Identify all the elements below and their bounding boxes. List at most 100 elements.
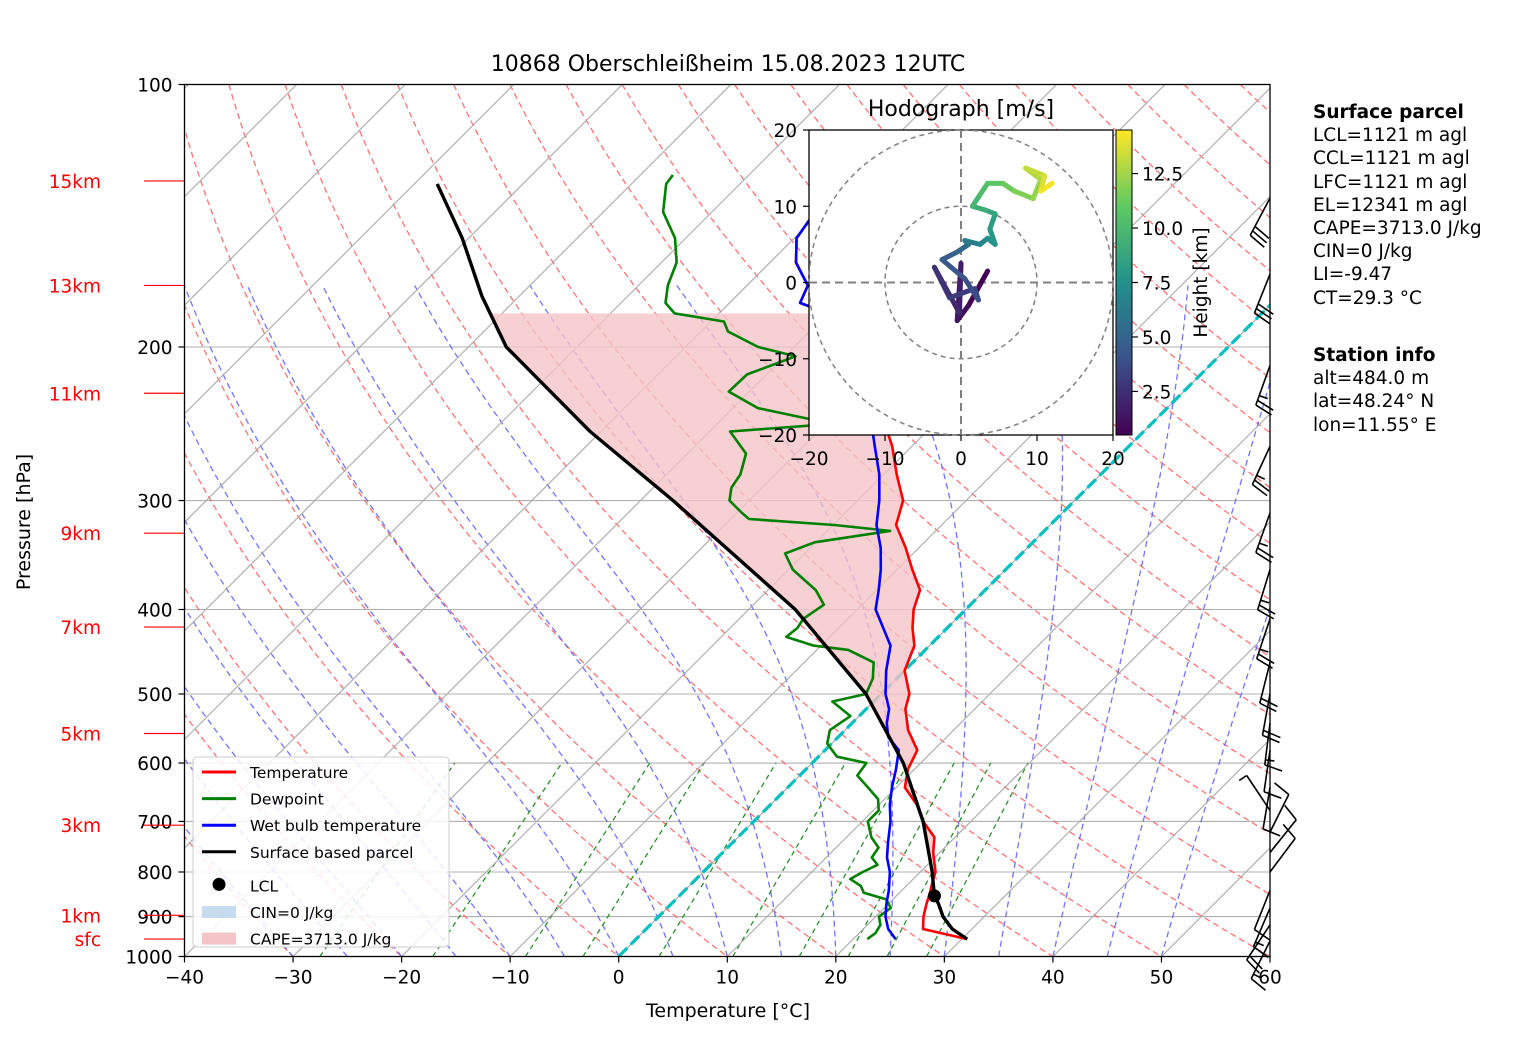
- barb-staff: [1255, 618, 1271, 659]
- barb-flag: [1254, 225, 1270, 239]
- surface-parcel-line: LCL=1121 m agl: [1313, 125, 1468, 147]
- barb-staff: [1246, 924, 1271, 961]
- legend-label: CIN=0 J/kg: [250, 904, 333, 922]
- height-label: 3km: [60, 816, 101, 837]
- x-tick-label: −20: [382, 968, 421, 989]
- mixing-ratio-line: [926, 762, 1029, 957]
- barb-half-flag: [1259, 648, 1269, 653]
- surface-parcel-panel: Surface parcel LCL=1121 m agl CCL=1121 m…: [1313, 101, 1482, 310]
- wind-barb: [1238, 774, 1271, 811]
- barb-staff: [1261, 693, 1271, 736]
- mixing-ratio-line: [582, 762, 705, 957]
- cape-shading: [490, 313, 935, 896]
- barb-flag: [1255, 404, 1272, 416]
- barb-staff: [1251, 446, 1271, 485]
- isotherm: [184, 84, 840, 741]
- wind-barb: [1253, 273, 1274, 325]
- barb-flag: [1257, 547, 1274, 559]
- y-tick-label: 1000: [125, 948, 172, 969]
- moist-adiabat: [184, 285, 620, 957]
- barb-flag: [1248, 955, 1263, 970]
- y-tick-label: 100: [137, 76, 172, 97]
- hodograph-segment: [1023, 165, 1048, 179]
- station-info-line: alt=484.0 m: [1313, 368, 1430, 390]
- barb-flag: [1246, 959, 1261, 974]
- dry-adiabat: [184, 451, 620, 957]
- barb-flag: [1262, 828, 1281, 837]
- hodograph-segment: [987, 211, 998, 232]
- colorbar-tick-label: 2.5: [1142, 382, 1171, 403]
- legend-label: CAPE=3713.0 J/kg: [250, 931, 391, 949]
- barb-flag: [1253, 312, 1271, 325]
- y-axis-label: Pressure [hPa]: [13, 454, 35, 590]
- moist-adiabat: [529, 285, 837, 957]
- barb-flag: [1251, 483, 1268, 497]
- legend-entry: Temperature: [202, 764, 348, 782]
- height-label: 1km: [60, 906, 101, 927]
- moist-adiabat: [857, 285, 967, 957]
- hodograph-x-tick-label: 0: [955, 449, 967, 470]
- height-label: 13km: [49, 276, 101, 297]
- legend-label: Dewpoint: [250, 791, 324, 809]
- x-tick-label: 20: [824, 968, 848, 989]
- dry-adiabat: [184, 303, 728, 957]
- barb-flag: [1257, 609, 1275, 620]
- x-tick-label: −30: [274, 968, 313, 989]
- legend-dot-swatch: [212, 877, 226, 891]
- height-label: 5km: [60, 725, 101, 746]
- surface-parcel-line: CCL=1121 m agl: [1313, 148, 1470, 170]
- mixing-ratio-line: [886, 762, 992, 957]
- isotherm: [726, 412, 1270, 957]
- isotherm: [1052, 738, 1270, 957]
- barb-flag: [1249, 234, 1265, 248]
- hodograph-segment: [962, 238, 983, 247]
- y-tick-label: 700: [137, 812, 172, 833]
- height-label: 9km: [60, 524, 101, 545]
- barb-staff: [1255, 512, 1271, 553]
- colorbar-tick-label: 10.0: [1142, 219, 1183, 240]
- station-info-line: lat=48.24° N: [1313, 391, 1435, 413]
- colorbar-tick-label: 5.0: [1142, 328, 1171, 349]
- surface-parcel-heading: Surface parcel: [1313, 102, 1464, 123]
- legend-entry: CAPE=3713.0 J/kg: [202, 931, 391, 949]
- legend-entry: Dewpoint: [202, 791, 324, 809]
- legend-box: [192, 756, 450, 948]
- barb-flag: [1282, 823, 1296, 839]
- barb-flag: [1257, 303, 1274, 315]
- x-tick-label: 10: [715, 968, 739, 989]
- mixing-ratio-line: [658, 762, 777, 957]
- isotherm: [509, 195, 1270, 957]
- wind-barbs: [1238, 197, 1297, 991]
- wind-barb: [1263, 750, 1282, 800]
- axes: −40 −30 −20 −10 0 10 20 30 40 50 60100200300400500…: [49, 76, 1282, 989]
- hodograph-segment: [1030, 177, 1044, 202]
- wind-barb: [1269, 823, 1296, 873]
- barb-half-flag: [1256, 474, 1266, 480]
- barb-staff: [1250, 940, 1271, 979]
- legend-label: Surface based parcel: [250, 844, 413, 862]
- dry-adiabat: [228, 84, 945, 957]
- hodograph-colorbar: [1115, 129, 1133, 436]
- moist-adiabat: [1160, 605, 1270, 957]
- hodograph-y-tick-label: 0: [785, 274, 797, 295]
- moist-adiabat: [184, 414, 565, 957]
- legend-patch-swatch: [202, 932, 236, 945]
- wind-barb: [1251, 446, 1271, 497]
- isotherm: [184, 84, 732, 632]
- x-tick-label: 40: [1041, 968, 1065, 989]
- barb-staff: [1246, 775, 1271, 811]
- barb-flag: [1255, 307, 1272, 320]
- surface-parcel-line: EL=12341 m agl: [1313, 194, 1468, 216]
- y-tick-label: 300: [137, 492, 172, 513]
- dry-adiabat: [396, 84, 1270, 957]
- hodograph-segment: [1038, 180, 1055, 194]
- barb-staff: [1259, 662, 1271, 704]
- wind-barb: [1253, 890, 1271, 941]
- legend: Temperature Dewpoint Wet bulb temperature S…: [192, 756, 450, 949]
- freezing-level-line: [617, 302, 1270, 957]
- legend-entry: LCL: [212, 877, 278, 895]
- legend-entry: CIN=0 J/kg: [202, 904, 333, 922]
- moist-adiabat: [1106, 379, 1270, 957]
- barb-flag: [1263, 791, 1282, 800]
